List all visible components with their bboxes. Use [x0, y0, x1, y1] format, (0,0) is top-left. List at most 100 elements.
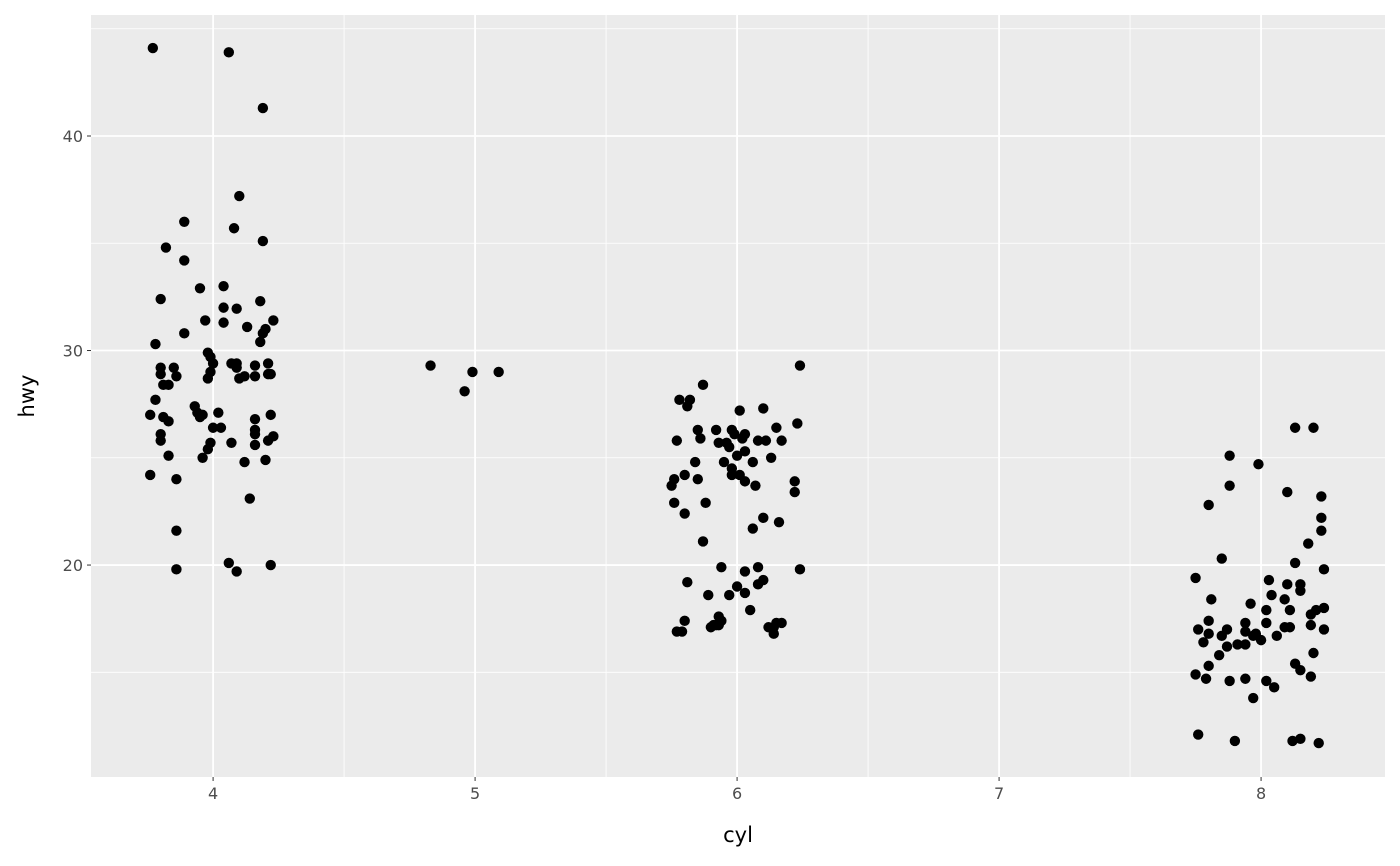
data-point — [1248, 630, 1259, 642]
data-point — [265, 559, 276, 571]
data-point — [1261, 617, 1272, 629]
data-point — [163, 416, 174, 427]
data-point — [155, 435, 166, 446]
y-tick-label: 20 — [63, 556, 83, 575]
data-point — [1263, 574, 1275, 586]
data-point — [758, 403, 769, 414]
data-point — [179, 216, 190, 228]
data-point — [750, 480, 761, 491]
data-point — [1190, 669, 1201, 680]
data-point — [223, 47, 235, 58]
data-point — [1253, 459, 1264, 470]
x-tick-label: 7 — [994, 784, 1004, 803]
data-point — [1295, 664, 1306, 676]
data-point — [1316, 525, 1327, 536]
data-point — [731, 450, 743, 461]
data-point — [1282, 579, 1293, 590]
data-point — [724, 441, 735, 453]
x-tick-label: 5 — [470, 784, 480, 803]
data-point — [729, 428, 740, 440]
data-point — [223, 557, 235, 569]
data-point — [1289, 422, 1301, 433]
data-point — [752, 435, 764, 446]
data-point — [705, 622, 717, 633]
data-point — [493, 366, 504, 378]
plot-panel — [91, 15, 1385, 777]
x-axis-title: cyl — [723, 823, 753, 847]
data-point — [1261, 675, 1272, 687]
data-point — [716, 561, 727, 573]
data-point — [241, 321, 253, 333]
data-points — [145, 42, 1330, 749]
data-point — [731, 581, 743, 592]
data-point — [718, 456, 730, 468]
data-point — [671, 435, 683, 446]
data-point — [1313, 737, 1324, 749]
data-point — [739, 476, 751, 487]
data-point — [194, 411, 206, 423]
data-point — [1203, 499, 1214, 511]
data-point — [202, 373, 214, 384]
data-point — [765, 452, 777, 463]
data-point — [249, 360, 261, 371]
data-point — [1203, 628, 1214, 639]
data-point — [239, 456, 250, 468]
data-point — [179, 328, 190, 339]
data-point — [160, 242, 172, 253]
data-point — [710, 424, 722, 436]
data-point — [1284, 604, 1296, 616]
data-point — [671, 626, 683, 637]
data-point — [234, 373, 245, 384]
data-point — [697, 379, 709, 391]
data-point — [260, 454, 271, 466]
data-point — [1305, 671, 1317, 682]
data-point — [724, 589, 735, 601]
data-point — [1192, 624, 1204, 635]
data-point — [1224, 450, 1235, 461]
data-point — [234, 190, 245, 202]
data-point — [207, 358, 219, 369]
data-point — [1318, 602, 1330, 614]
data-point — [1282, 486, 1293, 498]
data-point — [1279, 594, 1290, 605]
data-point — [1240, 626, 1251, 637]
data-point — [1190, 572, 1201, 584]
x-tick-label: 8 — [1256, 784, 1266, 803]
data-point — [1203, 615, 1214, 627]
data-point — [758, 512, 769, 524]
data-point — [218, 302, 229, 313]
data-point — [674, 394, 685, 406]
data-point — [771, 422, 782, 433]
data-point — [679, 469, 690, 481]
data-point — [773, 516, 785, 528]
data-point — [1295, 585, 1306, 596]
data-point — [265, 368, 276, 380]
data-point — [155, 293, 166, 305]
data-point — [1305, 619, 1317, 631]
data-point — [794, 564, 806, 575]
data-point — [1271, 630, 1282, 642]
data-point — [1305, 609, 1317, 620]
data-point — [1206, 594, 1217, 605]
data-point — [163, 450, 174, 461]
y-axis-title: hwy — [15, 375, 39, 418]
data-point — [268, 315, 279, 326]
data-point — [713, 619, 724, 631]
data-point — [249, 413, 261, 425]
data-point — [1255, 634, 1267, 646]
data-point — [262, 435, 274, 446]
data-point — [1308, 422, 1319, 433]
data-point — [752, 561, 764, 573]
data-point — [1240, 639, 1251, 650]
data-point — [734, 405, 745, 416]
data-point — [231, 362, 242, 373]
data-point — [760, 435, 772, 446]
data-point — [1318, 624, 1330, 635]
data-point — [262, 358, 274, 369]
y-tick-label: 30 — [63, 342, 83, 361]
x-tick-label: 6 — [732, 784, 742, 803]
data-point — [1198, 637, 1209, 648]
data-point — [150, 338, 161, 350]
x-axis-ticks: 4 5 6 7 8 — [208, 777, 1266, 803]
